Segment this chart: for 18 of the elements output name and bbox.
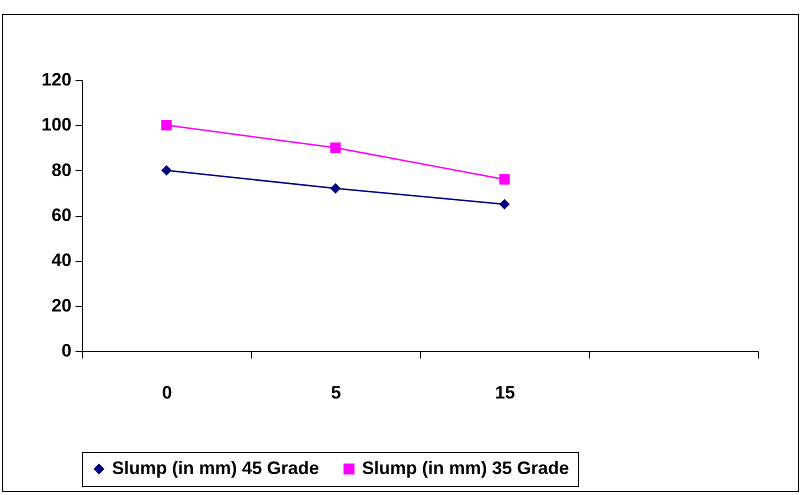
point bbox=[330, 142, 341, 153]
y-tick-label: 100 bbox=[41, 114, 72, 135]
y-tick-label: 120 bbox=[41, 70, 72, 90]
legend-label: Slump (in mm) 45 Grade bbox=[112, 458, 320, 478]
y-tick-label: 80 bbox=[51, 160, 72, 180]
point bbox=[161, 165, 172, 176]
y-tick-label: 60 bbox=[51, 205, 72, 225]
y-tick-label: 0 bbox=[61, 340, 72, 360]
x-tick-label: 15 bbox=[494, 382, 516, 402]
legend-label: Slump (in mm) 35 Grade bbox=[362, 458, 570, 478]
y-tick-label: 20 bbox=[51, 295, 72, 316]
x-tick-label: 0 bbox=[162, 382, 172, 402]
x-tick-label: 5 bbox=[330, 382, 342, 402]
point bbox=[499, 174, 510, 185]
y-tick-label: 40 bbox=[51, 250, 72, 270]
point bbox=[161, 120, 172, 130]
point bbox=[330, 183, 341, 194]
point bbox=[499, 198, 510, 210]
